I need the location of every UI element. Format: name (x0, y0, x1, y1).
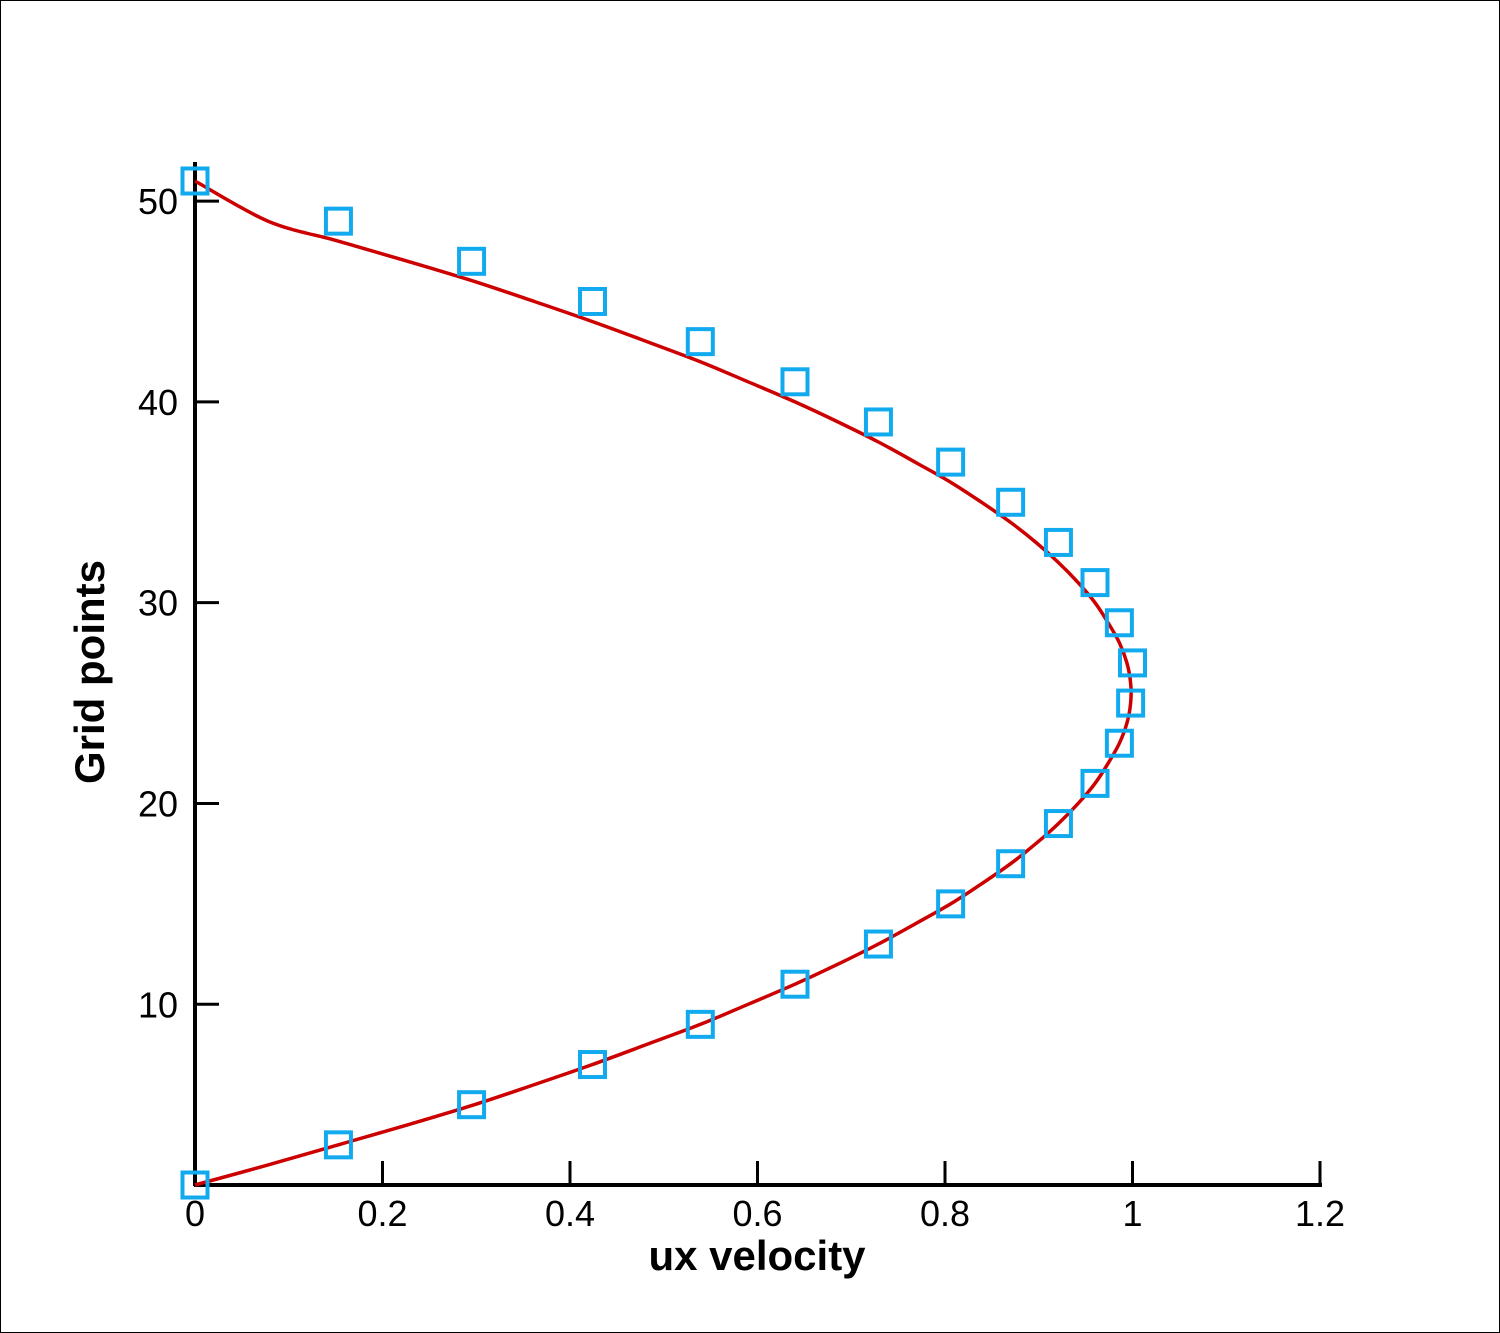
y-tick-label: 30 (138, 583, 178, 624)
data-point-marker (457, 246, 487, 276)
data-point-marker (780, 969, 810, 999)
data-point-marker (180, 1170, 210, 1200)
y-axis-ticks: 10 20 30 40 50 (138, 181, 219, 1025)
y-tick-label: 10 (138, 984, 178, 1025)
data-point-marker (936, 447, 966, 477)
x-tick-label: 0 (185, 1193, 205, 1234)
data-point-marker (180, 166, 210, 196)
x-tick-label: 1.2 (1295, 1193, 1345, 1234)
series-line (194, 179, 1133, 1187)
data-point-marker (1080, 568, 1110, 598)
data-point-marker (578, 1050, 607, 1080)
data-point-marker (863, 407, 893, 437)
profile-line-series (194, 179, 1133, 1187)
data-point-marker (863, 929, 893, 959)
axes (193, 162, 1322, 1187)
data-point-marker (1043, 527, 1073, 557)
y-tick-label: 50 (138, 181, 178, 222)
data-point-marker (936, 889, 966, 919)
x-axis-title: ux velocity (648, 1232, 866, 1279)
data-point-marker (1104, 728, 1134, 758)
data-point-marker (685, 1009, 715, 1039)
y-tick-label: 20 (138, 783, 178, 824)
x-tick-label: 0.8 (920, 1193, 970, 1234)
x-tick-label: 0.2 (357, 1193, 407, 1234)
x-axis-ticks: 0 0.2 0.4 0.6 0.8 1 1.2 (185, 1161, 1345, 1234)
x-tick-label: 1 (1122, 1193, 1142, 1234)
data-point-marker (323, 206, 353, 236)
y-axis-title: Grid points (66, 560, 113, 784)
data-point-marker (996, 487, 1026, 517)
profile-marker-series (180, 166, 1147, 1200)
data-point-marker (1043, 809, 1073, 839)
data-point-marker (578, 286, 607, 316)
y-tick-label: 40 (138, 382, 178, 423)
data-point-marker (457, 1090, 487, 1120)
data-point-marker (323, 1130, 353, 1160)
data-point-marker (1080, 768, 1110, 798)
data-point-marker (780, 367, 810, 397)
x-tick-label: 0.4 (545, 1193, 595, 1234)
data-point-marker (996, 849, 1026, 879)
data-point-marker (1104, 608, 1134, 638)
data-point-marker (1118, 648, 1147, 678)
data-point-marker (1116, 688, 1146, 718)
data-point-marker (685, 327, 715, 357)
x-tick-label: 0.6 (732, 1193, 782, 1234)
